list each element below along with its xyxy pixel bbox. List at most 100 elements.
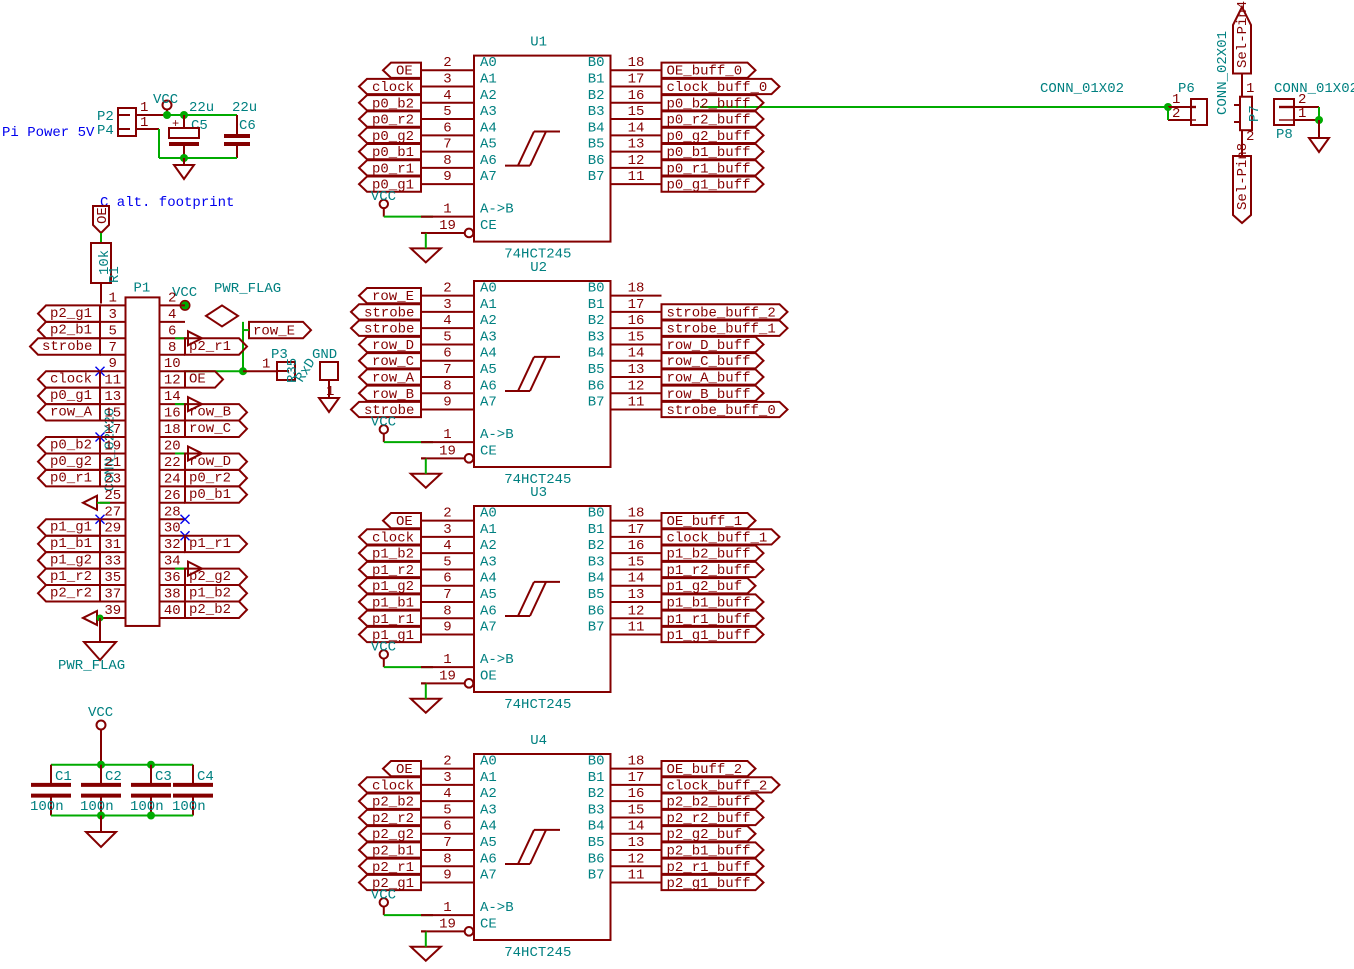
svg-text:U1: U1 — [530, 35, 547, 51]
svg-text:16: 16 — [628, 313, 645, 329]
svg-text:strobe: strobe — [364, 305, 414, 321]
svg-text:21: 21 — [104, 455, 121, 471]
svg-text:row_D: row_D — [372, 338, 414, 354]
svg-text:p1_g2: p1_g2 — [50, 553, 92, 569]
svg-text:2: 2 — [443, 281, 451, 297]
svg-text:24: 24 — [164, 471, 181, 487]
svg-text:13: 13 — [628, 362, 645, 378]
svg-text:p2_g2: p2_g2 — [189, 569, 231, 585]
svg-text:p1_g2: p1_g2 — [372, 579, 414, 595]
svg-text:B6: B6 — [588, 851, 605, 867]
svg-text:A0: A0 — [480, 506, 497, 522]
svg-text:p2_r1_buff: p2_r1_buff — [667, 860, 751, 876]
svg-text:6: 6 — [443, 571, 451, 587]
svg-text:B3: B3 — [588, 802, 605, 818]
svg-text:2: 2 — [443, 506, 451, 522]
svg-text:Pi Power 5V: Pi Power 5V — [2, 125, 95, 141]
svg-text:34: 34 — [164, 554, 181, 570]
svg-text:12: 12 — [164, 373, 181, 389]
svg-text:VCC: VCC — [88, 705, 113, 721]
svg-text:17: 17 — [628, 770, 645, 786]
svg-text:PWR_FLAG: PWR_FLAG — [58, 658, 125, 674]
svg-text:8: 8 — [168, 340, 176, 356]
svg-text:row_C_buff: row_C_buff — [667, 354, 751, 370]
svg-text:strobe_buff_2: strobe_buff_2 — [667, 305, 776, 321]
svg-text:12: 12 — [628, 153, 645, 169]
svg-text:100n: 100n — [172, 799, 206, 815]
svg-text:B2: B2 — [588, 313, 605, 329]
svg-text:8: 8 — [443, 603, 451, 619]
svg-text:11: 11 — [628, 868, 645, 884]
svg-text:15: 15 — [628, 329, 645, 345]
svg-text:27: 27 — [104, 504, 121, 520]
svg-text:p2_b1: p2_b1 — [50, 322, 92, 338]
svg-text:14: 14 — [628, 571, 645, 587]
svg-text:2: 2 — [1172, 106, 1180, 122]
svg-text:p1_r2: p1_r2 — [372, 563, 414, 579]
svg-text:15: 15 — [628, 554, 645, 570]
svg-text:A4: A4 — [480, 120, 497, 136]
svg-text:row_D_buff: row_D_buff — [667, 338, 751, 354]
svg-text:Sel-Pin8: Sel-Pin8 — [1235, 143, 1251, 210]
svg-text:A1: A1 — [480, 770, 497, 786]
svg-text:Sel-Pin4: Sel-Pin4 — [1235, 1, 1251, 68]
svg-text:p2_r2: p2_r2 — [50, 586, 92, 602]
svg-text:A->B: A->B — [480, 202, 514, 218]
svg-text:22: 22 — [164, 455, 181, 471]
svg-text:1: 1 — [140, 100, 148, 116]
svg-text:clock: clock — [372, 530, 414, 546]
svg-text:strobe: strobe — [42, 339, 92, 355]
svg-text:B7: B7 — [588, 169, 605, 185]
svg-text:18: 18 — [628, 55, 645, 71]
svg-text:OE_buff_1: OE_buff_1 — [667, 514, 743, 530]
svg-text:A->B: A->B — [480, 427, 514, 443]
svg-text:15: 15 — [628, 104, 645, 120]
svg-text:row_B: row_B — [189, 405, 231, 421]
svg-text:p0_g1_buff: p0_g1_buff — [667, 178, 751, 194]
svg-text:A3: A3 — [480, 802, 497, 818]
svg-text:9: 9 — [443, 169, 451, 185]
svg-text:3: 3 — [443, 297, 451, 313]
svg-text:A0: A0 — [480, 281, 497, 297]
svg-text:1: 1 — [262, 356, 270, 372]
svg-text:18: 18 — [628, 281, 645, 297]
svg-text:P6: P6 — [1178, 81, 1195, 97]
svg-text:37: 37 — [104, 587, 121, 603]
svg-text:28: 28 — [164, 504, 181, 520]
svg-text:p1_r2_buff: p1_r2_buff — [667, 563, 751, 579]
svg-text:U2: U2 — [530, 260, 547, 276]
svg-text:16: 16 — [628, 88, 645, 104]
svg-text:p2_r1: p2_r1 — [189, 339, 231, 355]
svg-text:4: 4 — [443, 88, 451, 104]
svg-text:row_B: row_B — [372, 387, 414, 403]
svg-text:p1_b1: p1_b1 — [50, 536, 92, 552]
svg-text:14: 14 — [628, 346, 645, 362]
svg-text:p2_b2_buff: p2_b2_buff — [667, 795, 751, 811]
svg-text:16: 16 — [164, 406, 181, 422]
svg-text:p0_g1: p0_g1 — [50, 388, 92, 404]
svg-text:p0_r2: p0_r2 — [372, 113, 414, 129]
svg-text:row_B_buff: row_B_buff — [667, 387, 751, 403]
svg-text:p2_b1_buff: p2_b1_buff — [667, 843, 751, 859]
svg-text:clock: clock — [50, 372, 92, 388]
svg-text:p1_b2: p1_b2 — [372, 547, 414, 563]
svg-text:13: 13 — [628, 587, 645, 603]
svg-text:29: 29 — [104, 521, 121, 537]
svg-text:14: 14 — [628, 819, 645, 835]
svg-text:P7: P7 — [1247, 105, 1263, 122]
svg-text:p1_r2: p1_r2 — [50, 569, 92, 585]
svg-text:13: 13 — [628, 137, 645, 153]
svg-text:OE: OE — [189, 372, 206, 388]
svg-text:6: 6 — [443, 120, 451, 136]
svg-text:p2_r2: p2_r2 — [372, 811, 414, 827]
svg-text:A7: A7 — [480, 395, 497, 411]
svg-text:9: 9 — [443, 395, 451, 411]
svg-text:5: 5 — [109, 323, 117, 339]
svg-text:p0_b2_buff: p0_b2_buff — [667, 96, 751, 112]
svg-text:A5: A5 — [480, 835, 497, 851]
svg-text:CE: CE — [480, 443, 497, 459]
svg-text:3: 3 — [443, 72, 451, 88]
svg-text:VCC: VCC — [153, 92, 178, 108]
svg-text:16: 16 — [628, 538, 645, 554]
svg-text:B7: B7 — [588, 868, 605, 884]
